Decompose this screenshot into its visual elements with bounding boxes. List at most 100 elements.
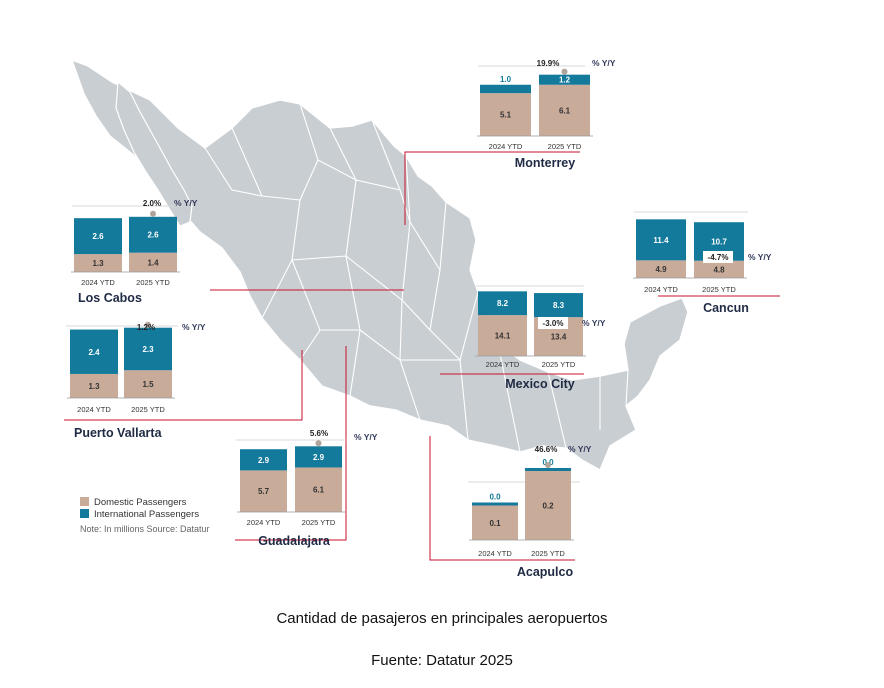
leader-line xyxy=(404,151,580,225)
category-label: 2024 YTD xyxy=(489,142,523,151)
data-label-domestic: 6.1 xyxy=(313,486,325,495)
bar-international xyxy=(478,291,527,316)
data-label-international: 11.4 xyxy=(653,236,669,245)
category-label: 2025 YTD xyxy=(542,360,576,369)
bar-international xyxy=(636,219,686,261)
yoy-box xyxy=(703,251,733,263)
bar-domestic xyxy=(480,93,531,136)
category-label: 2024 YTD xyxy=(77,405,111,414)
bar-international xyxy=(539,74,590,85)
map-state-border xyxy=(497,343,521,453)
airport-title: Monterrey xyxy=(515,156,575,170)
category-label: 2025 YTD xyxy=(702,285,736,294)
map-mainland xyxy=(70,58,689,471)
map-state-border xyxy=(459,291,479,361)
yoy-label: % Y/Y xyxy=(174,198,198,208)
yoy-marker xyxy=(150,210,156,217)
airport-title: Los Cabos xyxy=(78,291,142,305)
bar-domestic xyxy=(240,470,287,512)
map-state-border xyxy=(349,329,361,397)
data-label-international: 2.9 xyxy=(313,453,325,462)
bar-international xyxy=(480,84,531,94)
data-label-international: 10.7 xyxy=(711,237,727,246)
airport-title: Puerto Vallarta xyxy=(74,426,163,440)
bar-domestic xyxy=(636,260,686,278)
legend-label-domestic: Domestic Passengers xyxy=(94,497,187,508)
leader-line xyxy=(235,346,347,541)
map-baja-california xyxy=(115,80,193,227)
map-state-border xyxy=(547,371,567,449)
bar-international xyxy=(240,449,287,471)
data-label-domestic: 1.4 xyxy=(147,258,159,267)
yoy-value: 19.9% xyxy=(537,59,560,68)
data-label-domestic: 14.1 xyxy=(495,332,511,341)
data-label-domestic: 5.7 xyxy=(258,487,270,496)
airport-chart: 14.1 8.2 2024 YTD 13.4 8.3 2025 YTD -3.0% % Y/Y… xyxy=(475,285,606,391)
category-label: 2024 YTD xyxy=(81,278,115,287)
figure-caption: Cantidad de pasajeros en principales aer… xyxy=(276,610,608,627)
category-label: 2025 YTD xyxy=(131,405,165,414)
category-label: 2025 YTD xyxy=(136,278,170,287)
data-label-international: 8.3 xyxy=(553,301,565,310)
data-label-domestic: 1.5 xyxy=(142,380,154,389)
bar-international xyxy=(129,216,177,253)
bar-domestic xyxy=(472,505,518,540)
airport-title: Cancun xyxy=(703,301,749,315)
bar-international xyxy=(74,218,122,255)
yoy-label: % Y/Y xyxy=(568,444,592,454)
bar-domestic xyxy=(478,315,527,356)
data-label-international: 2.6 xyxy=(92,232,104,241)
mexico-map xyxy=(70,58,689,471)
bar-domestic xyxy=(74,254,122,272)
legend-label-international: International Passengers xyxy=(94,509,199,520)
yoy-value: 2.0% xyxy=(143,199,161,208)
data-label-domestic: 1.3 xyxy=(88,382,100,391)
airport-chart: 1.3 2.4 2024 YTD 1.5 2.3 2025 YTD 1.2% % Y/Y Pue… xyxy=(66,321,206,440)
map-state-border xyxy=(459,359,469,441)
data-label-international: 2.3 xyxy=(142,345,154,354)
data-label-domestic: 1.3 xyxy=(92,259,104,268)
airport-title: Guadalajara xyxy=(258,534,331,548)
airport-passenger-map: 5.1 1.0 2024 YTD 6.1 1.2 2025 YTD 19.9% % Y/Y Mo… xyxy=(64,58,780,579)
airport-chart: 5.7 2.9 2024 YTD 6.1 2.9 2025 YTD 5.6% % Y/Y Gua… xyxy=(236,429,378,548)
map-state-border xyxy=(231,127,263,197)
bar-domestic xyxy=(129,252,177,272)
leader-lines xyxy=(64,151,780,561)
airport-charts: 5.1 1.0 2024 YTD 6.1 1.2 2025 YTD 19.9% % Y/Y Mo… xyxy=(66,58,772,579)
category-label: 2024 YTD xyxy=(247,518,281,527)
yoy-label: % Y/Y xyxy=(354,432,378,442)
category-label: 2025 YTD xyxy=(531,549,565,558)
category-label: 2025 YTD xyxy=(548,142,582,151)
bar-international xyxy=(124,327,172,371)
yoy-marker xyxy=(561,68,568,75)
bar-domestic xyxy=(124,370,172,398)
data-label-domestic: 4.9 xyxy=(655,265,667,274)
data-label-domestic: 5.1 xyxy=(500,111,512,120)
map-state-border xyxy=(625,369,629,407)
data-label-international: 8.2 xyxy=(497,299,509,308)
yoy-marker xyxy=(315,440,322,447)
airport-title: Mexico City xyxy=(505,377,575,391)
bar-domestic xyxy=(694,260,744,278)
bar-domestic xyxy=(539,84,590,136)
bar-international xyxy=(525,468,571,471)
leader-line xyxy=(429,436,575,561)
yoy-marker xyxy=(545,462,551,468)
legend-swatch-international xyxy=(80,509,89,518)
yoy-value: -4.7% xyxy=(708,253,729,262)
airport-chart: 1.3 2.6 2024 YTD 1.4 2.6 2025 YTD 2.0% % Y/Y Los… xyxy=(71,198,198,305)
legend-swatch-domestic xyxy=(80,497,89,506)
data-label-international: 0.0 xyxy=(489,493,501,502)
map-state-border xyxy=(204,147,301,201)
bar-international xyxy=(534,293,583,318)
data-label-domestic: 6.1 xyxy=(559,106,571,115)
data-label-international: 1.2 xyxy=(559,76,571,85)
category-label: 2024 YTD xyxy=(478,549,512,558)
yoy-value: -3.0% xyxy=(543,319,564,328)
category-label: 2024 YTD xyxy=(644,285,678,294)
yoy-label: % Y/Y xyxy=(592,58,616,68)
bar-international xyxy=(70,329,118,374)
yoy-label: % Y/Y xyxy=(182,322,206,332)
yoy-box xyxy=(538,317,568,329)
